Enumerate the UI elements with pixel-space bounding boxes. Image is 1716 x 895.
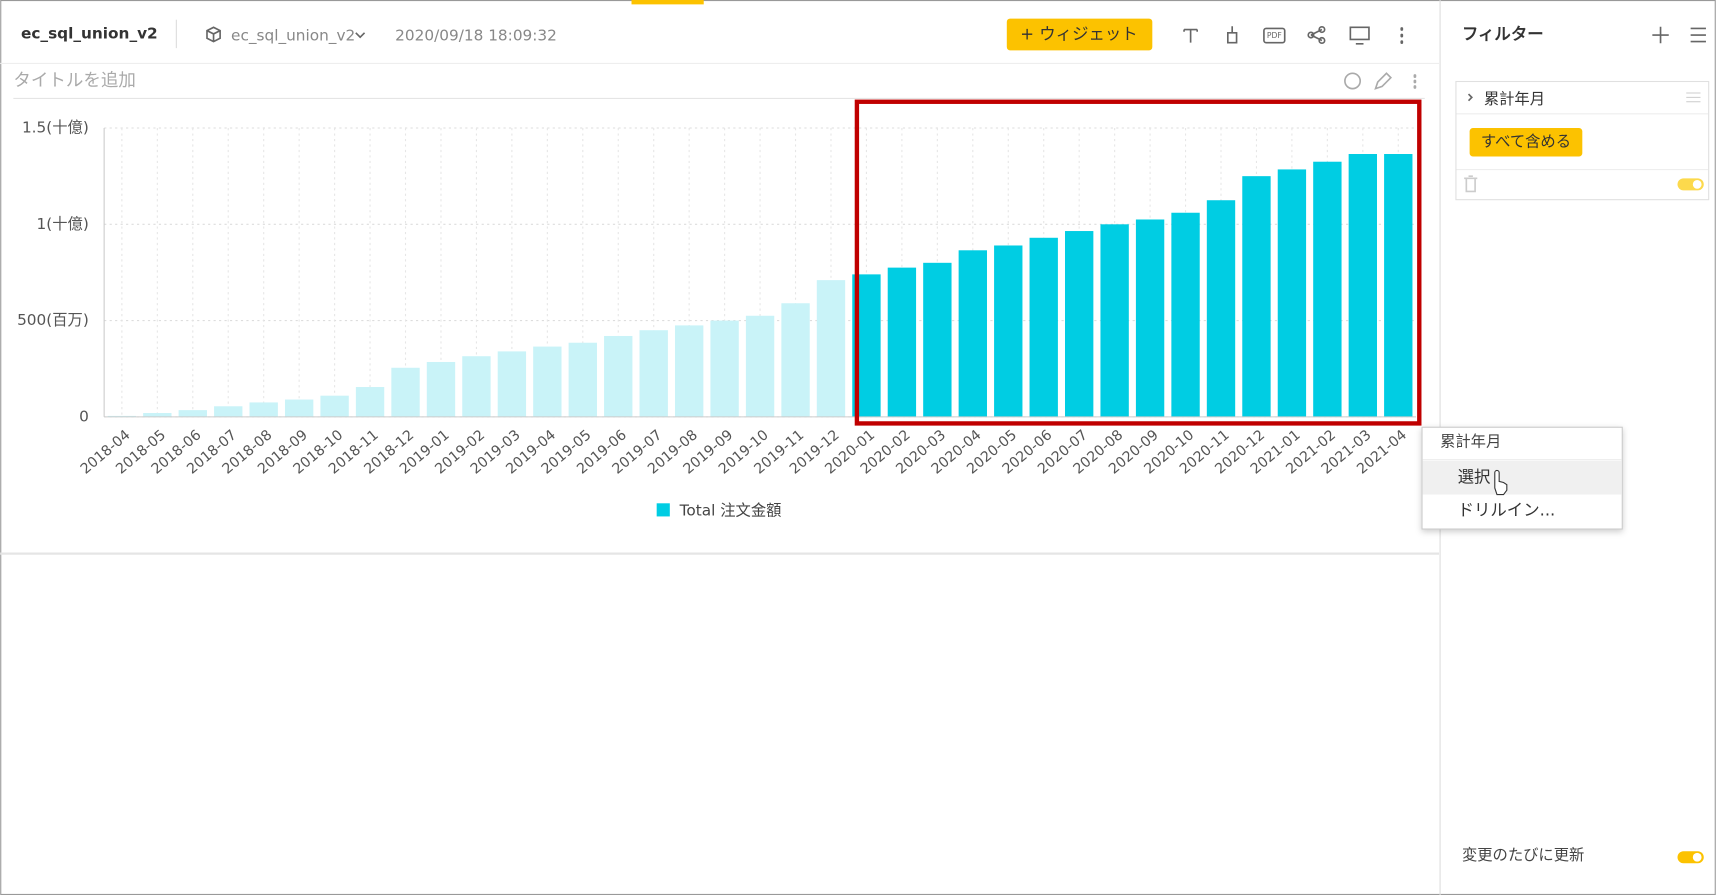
edit-icon[interactable] bbox=[1374, 72, 1393, 90]
bar bbox=[178, 410, 207, 417]
bar bbox=[1242, 176, 1271, 417]
auto-update-label: 変更のたびに更新 bbox=[1462, 846, 1584, 864]
filter-panel-title: フィルター bbox=[1462, 25, 1544, 44]
bar bbox=[1064, 231, 1094, 417]
toggle-knob bbox=[1692, 852, 1702, 862]
selection-highlight bbox=[854, 99, 1422, 426]
toggle-knob bbox=[1692, 179, 1702, 189]
expand-icon[interactable] bbox=[1467, 93, 1473, 102]
filter-name[interactable]: 累計年月 bbox=[1484, 90, 1545, 108]
panel-menu-icon[interactable] bbox=[1690, 27, 1706, 43]
bar bbox=[284, 399, 314, 417]
add-filter-icon[interactable] bbox=[1652, 26, 1669, 44]
pdf-icon[interactable] bbox=[1263, 27, 1286, 44]
legend-label: Total 注文金額 bbox=[679, 501, 782, 519]
y-tick-label: 1(十億) bbox=[37, 215, 89, 233]
bar bbox=[214, 406, 243, 417]
bar bbox=[639, 330, 668, 417]
bar bbox=[1313, 161, 1342, 417]
include-all-label[interactable]: すべて含める bbox=[1481, 133, 1571, 151]
tab-accent bbox=[631, 0, 704, 5]
bar bbox=[568, 342, 597, 417]
bar bbox=[143, 413, 172, 417]
bar bbox=[462, 356, 491, 417]
widget-title-placeholder[interactable]: タイトルを追加 bbox=[13, 71, 135, 91]
bar bbox=[249, 402, 278, 417]
bar bbox=[533, 346, 562, 417]
share-dot[interactable] bbox=[1307, 31, 1315, 39]
bar bbox=[887, 267, 917, 417]
drag-handle[interactable] bbox=[1686, 92, 1701, 103]
menu-item[interactable]: 選択 bbox=[1458, 468, 1491, 487]
bar bbox=[816, 280, 846, 417]
dataset-chevron[interactable] bbox=[355, 32, 366, 39]
pdf-label[interactable]: PDF bbox=[1267, 31, 1282, 40]
bar bbox=[391, 367, 420, 417]
cursor bbox=[1494, 469, 1508, 496]
menu-item-hover bbox=[1422, 460, 1622, 495]
filter-icon[interactable] bbox=[1226, 26, 1238, 44]
dataset-name[interactable]: ec_sql_union_v2 bbox=[231, 27, 355, 46]
bar bbox=[1206, 200, 1236, 417]
bar bbox=[604, 335, 633, 417]
bar bbox=[320, 395, 349, 417]
bar bbox=[745, 315, 775, 417]
bar bbox=[1135, 219, 1165, 417]
bar bbox=[497, 351, 527, 417]
bar bbox=[1100, 224, 1129, 417]
bar bbox=[1171, 212, 1200, 417]
bar bbox=[426, 361, 456, 417]
bar bbox=[1348, 154, 1378, 417]
bar bbox=[781, 303, 810, 417]
dashboard-title: ec_sql_union_v2 bbox=[21, 24, 158, 42]
bar bbox=[958, 250, 987, 417]
bar bbox=[923, 262, 952, 417]
bar bbox=[355, 387, 385, 417]
share-dot[interactable] bbox=[1318, 36, 1326, 45]
bar bbox=[1384, 154, 1413, 417]
present-icon[interactable] bbox=[1349, 26, 1370, 45]
dataset-icon bbox=[206, 26, 221, 43]
add-widget-label[interactable]: + ウィジェット bbox=[1020, 25, 1137, 44]
include-all-button[interactable] bbox=[1469, 128, 1583, 157]
text-icon[interactable] bbox=[1183, 28, 1199, 43]
delete-icon[interactable] bbox=[1464, 175, 1478, 193]
y-tick-label: 500(百万) bbox=[17, 311, 89, 329]
menu-item[interactable]: ドリルイン... bbox=[1458, 500, 1556, 519]
bar bbox=[674, 325, 704, 417]
bar bbox=[994, 245, 1023, 417]
share-dot[interactable] bbox=[1318, 25, 1326, 34]
add-widget-button[interactable] bbox=[1006, 18, 1153, 51]
y-tick-label: 1.5(十億) bbox=[22, 119, 89, 137]
bar bbox=[1277, 169, 1307, 417]
timestamp: 2020/09/18 18:09:32 bbox=[395, 27, 557, 45]
bar bbox=[710, 320, 739, 417]
y-tick-label: 0 bbox=[79, 407, 89, 425]
legend-swatch bbox=[656, 503, 670, 517]
info-icon[interactable] bbox=[1344, 72, 1362, 90]
context-menu-title: 累計年月 bbox=[1440, 433, 1501, 451]
bar bbox=[1029, 237, 1058, 417]
